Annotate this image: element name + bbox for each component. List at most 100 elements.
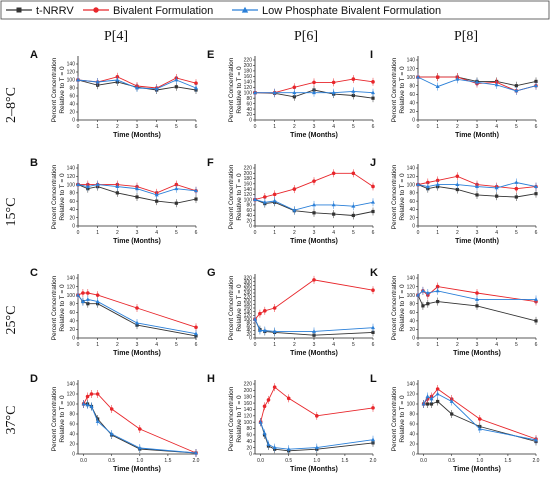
data-point-bivalent xyxy=(351,77,356,81)
panel-D: D 0 20 40 60 80 100 120 140 0.0 0.5 1.0 1.5 2.0 Time (… xyxy=(30,373,200,473)
y-tick-label: 20 xyxy=(409,215,415,221)
y-tick-label: 240 xyxy=(244,291,253,297)
y-tick-label: 160 xyxy=(244,182,253,188)
y-tick-label: 320 xyxy=(244,276,253,282)
data-point-bivalent xyxy=(263,195,267,199)
data-point-bivalent xyxy=(371,406,375,410)
x-tick-label: 1.0 xyxy=(136,458,143,464)
data-point-lowphos xyxy=(76,292,80,297)
data-point-lowphos xyxy=(371,325,375,330)
legend-label-lowphos: Low Phosphate Bivalent Formulation xyxy=(262,5,441,17)
data-point-lowphos xyxy=(475,297,479,301)
data-point-lowphos xyxy=(435,84,440,88)
data-point-lowphos xyxy=(154,86,159,91)
legend: t-NRRV Bivalent Formulation Low Phosphat… xyxy=(0,0,550,20)
x-tick-label: 0 xyxy=(254,124,257,130)
y-tick-label: 140 xyxy=(407,382,416,388)
data-point-lowphos xyxy=(272,329,277,333)
data-point-nrrv xyxy=(436,299,440,304)
data-point-lowphos xyxy=(475,184,479,189)
x-tick-label: 0.5 xyxy=(108,458,115,464)
y-tick-label: 0 xyxy=(249,118,252,124)
x-tick-label: 5 xyxy=(175,124,178,130)
y-tick-label: 180 xyxy=(244,69,253,75)
y-axis-label-line1: Percent Concentration xyxy=(51,57,58,122)
y-tick-label: 120 xyxy=(244,85,253,91)
y-tick-label: 140 xyxy=(407,166,416,172)
row-title-37c: 37°C xyxy=(4,406,19,435)
y-tick-label: 20 xyxy=(246,112,252,118)
legend-marker-triangle-icon xyxy=(241,6,249,13)
data-point-nrrv xyxy=(425,402,430,406)
data-point-lowphos xyxy=(135,320,139,325)
y-tick-label: 120 xyxy=(67,392,76,398)
data-point-nrrv xyxy=(292,95,296,99)
y-axis-label-line1: Percent Concentration xyxy=(51,386,58,451)
data-point-lowphos xyxy=(351,204,356,208)
data-point-nrrv xyxy=(455,187,459,192)
data-point-lowphos xyxy=(95,299,100,303)
data-point-lowphos xyxy=(292,90,297,95)
x-tick-label: 6 xyxy=(535,230,538,236)
legend-entry-lowphos: Low Phosphate Bivalent Formulation xyxy=(232,5,441,17)
x-tick-label: 5 xyxy=(175,342,178,348)
data-point-bivalent xyxy=(371,184,375,189)
data-point-bivalent xyxy=(331,80,336,85)
y-tick-label: 140 xyxy=(67,276,76,282)
x-tick-label: 6 xyxy=(195,230,198,236)
y-tick-label: 60 xyxy=(409,92,415,98)
x-tick-label: 5 xyxy=(515,124,518,130)
x-tick-label: 3 xyxy=(476,124,479,130)
x-tick-label: 2 xyxy=(456,342,459,348)
data-point-bivalent xyxy=(435,387,440,391)
data-point-lowphos xyxy=(421,401,426,406)
x-axis-label: Time (Months) xyxy=(290,350,338,357)
y-tick-label: 160 xyxy=(244,401,253,407)
y-axis-label-line2: Relative to T = 0 xyxy=(59,66,66,114)
data-point-lowphos xyxy=(314,445,319,450)
data-point-bivalent xyxy=(292,187,297,191)
data-point-bivalent xyxy=(286,396,291,401)
data-point-nrrv xyxy=(436,399,440,404)
data-point-bivalent xyxy=(331,171,336,176)
data-point-bivalent xyxy=(174,182,179,187)
x-tick-label: 0 xyxy=(77,124,80,130)
row-title-2-8c: 2–8°C xyxy=(4,87,19,123)
x-tick-label: 2 xyxy=(116,230,119,236)
y-tick-label: 220 xyxy=(244,58,253,64)
data-point-lowphos xyxy=(76,182,80,186)
y-tick-label: 80 xyxy=(246,321,252,327)
y-tick-label: 220 xyxy=(244,294,253,300)
data-point-bivalent xyxy=(272,385,277,389)
data-point-nrrv xyxy=(450,412,454,416)
series-line-nrrv xyxy=(417,294,537,322)
y-tick-label: 80 xyxy=(409,83,415,89)
y-tick-label: 0 xyxy=(249,224,252,230)
y-tick-label: 140 xyxy=(407,58,416,64)
y-axis-label-line1: Percent Concentration xyxy=(391,386,398,451)
y-tick-label: 40 xyxy=(246,328,252,334)
x-axis-label: Time (Months) xyxy=(113,238,161,245)
x-tick-label: 2.0 xyxy=(193,458,200,464)
y-tick-label: 80 xyxy=(246,426,252,432)
data-point-bivalent xyxy=(86,291,90,295)
data-point-lowphos xyxy=(534,297,538,301)
x-tick-label: 1 xyxy=(436,230,439,236)
panel-letter: C xyxy=(30,267,38,279)
column-title-p8: P[8] xyxy=(454,29,478,44)
x-tick-label: 3 xyxy=(313,342,316,348)
data-point-bivalent xyxy=(194,81,198,85)
y-tick-label: 100 xyxy=(407,402,416,408)
y-axis-label-line1: Percent Concentration xyxy=(228,275,235,340)
data-point-lowphos xyxy=(194,188,198,193)
panel-C: C 0 20 40 60 80 100 120 140 0 1 2 3 4 5 6 Time (Months) P… xyxy=(30,267,198,357)
data-point-lowphos xyxy=(534,83,538,88)
x-tick-label: 4 xyxy=(332,342,335,348)
y-tick-label: 260 xyxy=(244,287,253,293)
y-tick-label: 200 xyxy=(244,298,253,304)
x-tick-label: 0.5 xyxy=(285,458,292,464)
y-axis-label-line2: Relative to T = 0 xyxy=(236,66,243,114)
x-tick-label: 1.5 xyxy=(164,458,171,464)
data-point-nrrv xyxy=(194,197,198,201)
